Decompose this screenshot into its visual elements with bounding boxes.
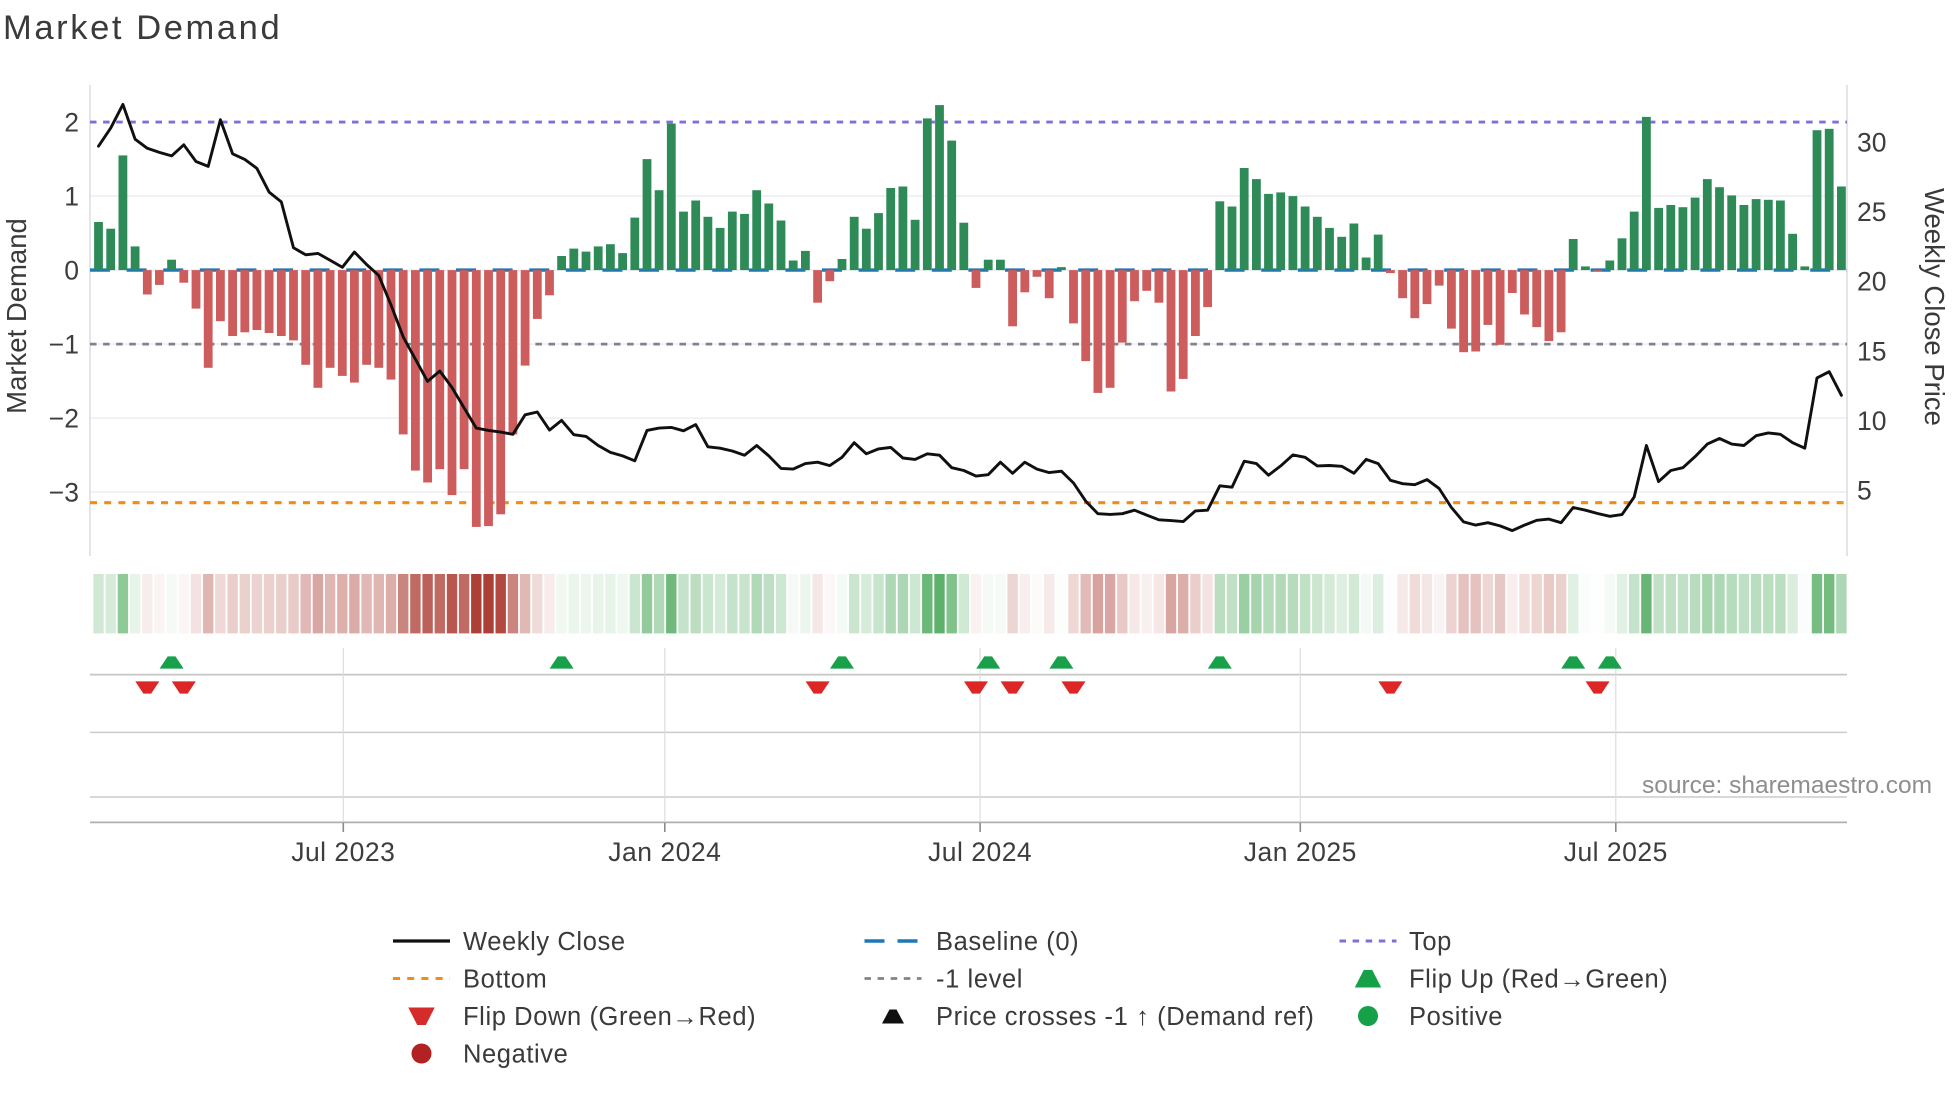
svg-text:Price crosses -1 ↑ (Demand ref: Price crosses -1 ↑ (Demand ref) [936, 1003, 1315, 1031]
svg-text:25: 25 [1857, 197, 1886, 227]
svg-text:20: 20 [1857, 267, 1886, 297]
svg-text:10: 10 [1857, 406, 1886, 436]
svg-text:Market Demand: Market Demand [1, 218, 32, 414]
svg-text:Market Demand: Market Demand [3, 9, 282, 47]
svg-text:−3: −3 [49, 478, 79, 508]
svg-text:2: 2 [64, 108, 79, 138]
svg-text:30: 30 [1857, 128, 1886, 158]
svg-text:1: 1 [64, 182, 79, 212]
svg-text:15: 15 [1857, 336, 1886, 366]
svg-text:Flip Up (Red→Green): Flip Up (Red→Green) [1409, 966, 1668, 994]
svg-text:Baseline (0): Baseline (0) [936, 928, 1079, 956]
svg-text:Top: Top [1409, 928, 1452, 956]
svg-text:source: sharemaestro.com: source: sharemaestro.com [1642, 772, 1932, 799]
svg-text:Flip Down (Green→Red): Flip Down (Green→Red) [463, 1003, 756, 1031]
svg-text:Jul 2023: Jul 2023 [291, 837, 395, 867]
svg-text:Jan 2025: Jan 2025 [1244, 837, 1357, 867]
svg-text:0: 0 [64, 256, 79, 286]
svg-text:Bottom: Bottom [463, 966, 547, 994]
svg-text:−1: −1 [49, 330, 79, 360]
svg-text:Positive: Positive [1409, 1003, 1503, 1031]
svg-text:-1 level: -1 level [936, 966, 1023, 994]
svg-text:Jul 2025: Jul 2025 [1564, 837, 1668, 867]
svg-text:Negative: Negative [463, 1041, 568, 1069]
svg-text:Weekly Close Price: Weekly Close Price [1919, 188, 1950, 426]
svg-text:Jul 2024: Jul 2024 [928, 837, 1032, 867]
svg-text:−2: −2 [49, 404, 79, 434]
svg-text:5: 5 [1857, 476, 1872, 506]
svg-text:Jan 2024: Jan 2024 [608, 837, 721, 867]
svg-text:Weekly Close: Weekly Close [463, 928, 626, 956]
